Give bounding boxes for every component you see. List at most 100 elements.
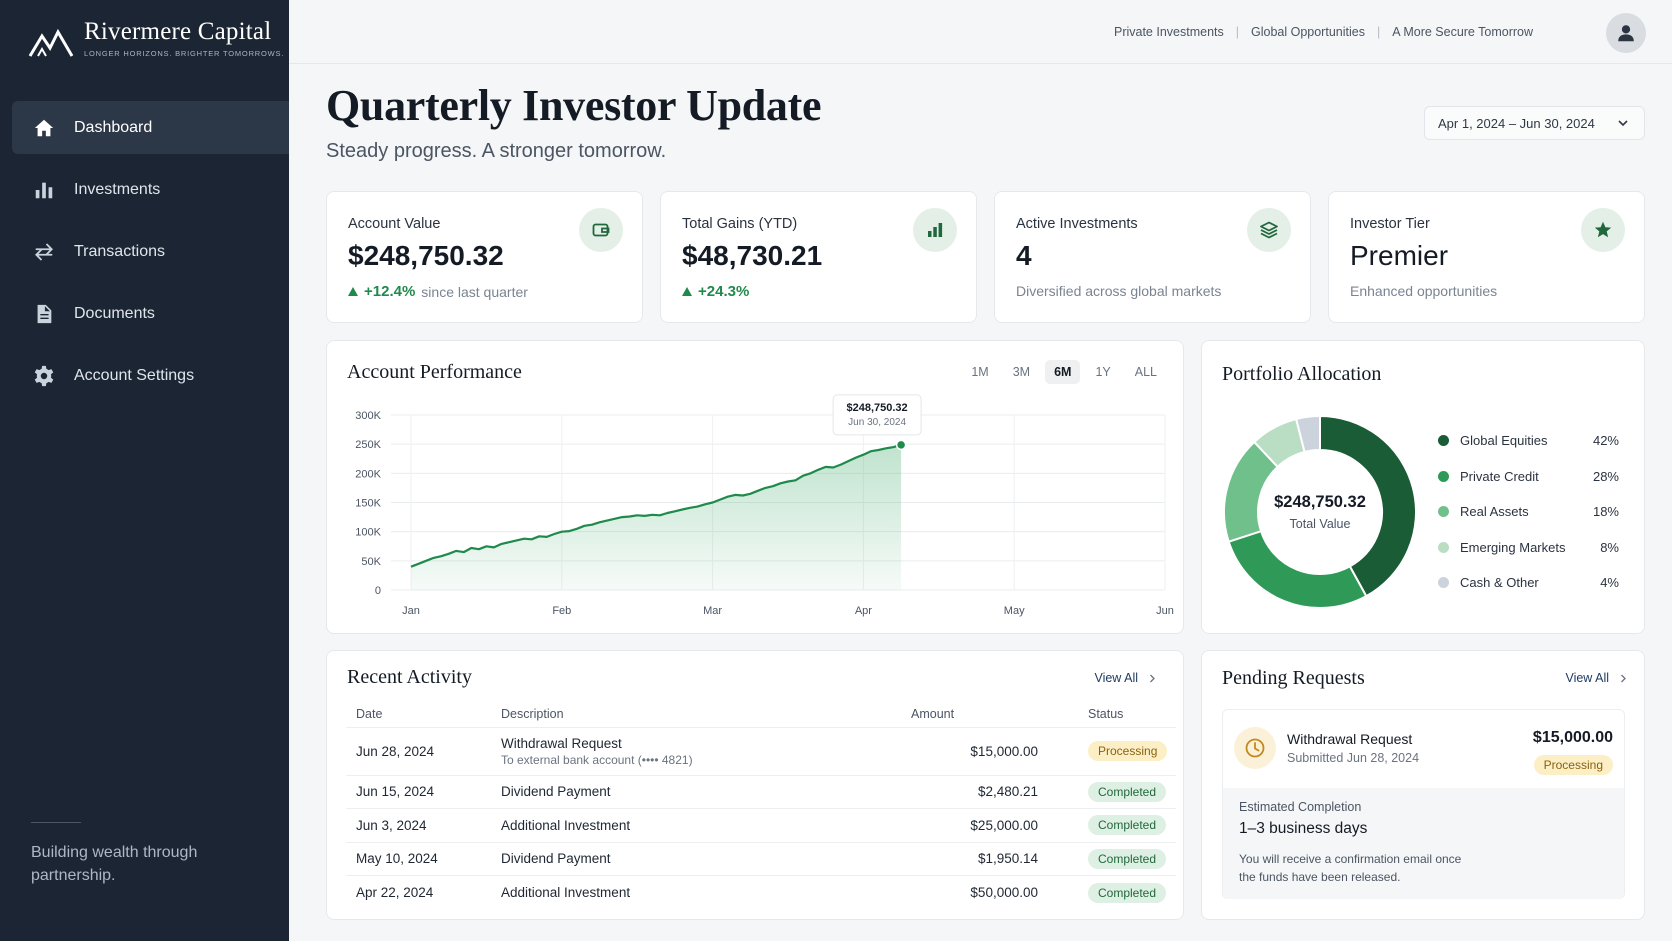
column-header: Amount xyxy=(911,701,1038,728)
kpi-note-text: since last quarter xyxy=(421,283,528,300)
row-date: Jun 3, 2024 xyxy=(346,808,501,843)
section-title: Pending Requests xyxy=(1222,667,1365,689)
allocation-card: Portfolio Allocation $248,750.32 Total V… xyxy=(1201,340,1645,634)
table-row[interactable]: Jun 28, 2024 Withdrawal Request To exter… xyxy=(346,727,1176,776)
y-tick-label: 300K xyxy=(355,410,381,422)
sidebar-item-transactions[interactable]: Transactions xyxy=(12,225,289,278)
page-title: Quarterly Investor Update xyxy=(326,81,822,130)
kpi-value: Premier xyxy=(1350,240,1449,271)
row-description-sub: To external bank account (•••• 4821) xyxy=(501,752,693,767)
y-tick-label: 50K xyxy=(361,556,381,568)
kpi-note: +24.3% xyxy=(682,283,749,300)
legend-dot xyxy=(1438,506,1449,518)
table-row[interactable]: Apr 22, 2024 Additional Investment $50,0… xyxy=(346,876,1176,910)
kpi-change: +12.4% xyxy=(348,283,415,300)
sidebar-nav: Dashboard Investments Transactions Docum… xyxy=(12,101,289,411)
donut-center-value: $248,750.32 xyxy=(1274,493,1366,511)
range-tab-all[interactable]: ALL xyxy=(1134,365,1157,379)
x-tick-label: Jun xyxy=(1156,605,1174,617)
sidebar-item-label: Investments xyxy=(74,180,161,198)
avatar[interactable] xyxy=(1606,13,1646,53)
row-description: Additional Investment xyxy=(501,885,631,900)
sidebar-item-label: Account Settings xyxy=(74,366,195,384)
legend-item: Emerging Markets 8% xyxy=(1438,530,1619,566)
kpi-label: Total Gains (YTD) xyxy=(682,216,798,232)
legend-value: 8% xyxy=(1600,539,1619,555)
table-header: Date Description Amount Status xyxy=(346,701,1176,728)
table-row[interactable]: May 10, 2024 Dividend Payment $1,950.14 … xyxy=(346,842,1176,876)
request-summary: Withdrawal Request Submitted Jun 28, 202… xyxy=(1223,710,1624,788)
date-range-select[interactable]: Apr 1, 2024 – Jun 30, 2024 xyxy=(1424,106,1645,140)
x-tick-label: Mar xyxy=(703,605,722,617)
mountain-logo-icon xyxy=(28,28,74,57)
chevron-right-icon xyxy=(1150,674,1155,682)
date-range-value: Apr 1, 2024 – Jun 30, 2024 xyxy=(1438,115,1595,131)
range-tab-1m[interactable]: 1M xyxy=(971,365,989,379)
legend-label: Cash & Other xyxy=(1460,575,1539,591)
layers-icon xyxy=(1247,208,1291,252)
legend-value: 28% xyxy=(1592,468,1619,484)
chevron-right-icon xyxy=(1621,674,1626,682)
section-title: Recent Activity xyxy=(347,666,472,688)
sidebar-item-documents[interactable]: Documents xyxy=(12,287,289,340)
row-date: Apr 22, 2024 xyxy=(356,885,434,900)
status-badge: Completed xyxy=(1088,781,1167,802)
kpi-note-text: Enhanced opportunities xyxy=(1350,283,1498,299)
legend-dot xyxy=(1438,470,1449,482)
request-status: Processing xyxy=(1533,755,1613,775)
legend-dot xyxy=(1438,541,1449,553)
top-links: Private Investments | Global Opportuniti… xyxy=(1114,25,1533,39)
sidebar-item-investments[interactable]: Investments xyxy=(12,163,289,216)
request-note: You will receive a confirmation email on… xyxy=(1239,852,1462,884)
y-tick-label: 0 xyxy=(375,585,381,597)
range-tab-1y[interactable]: 1Y xyxy=(1095,365,1111,379)
activity-card: Recent Activity View All Date Descriptio… xyxy=(326,650,1184,920)
sidebar-item-label: Dashboard xyxy=(74,118,153,136)
y-tick-label: 250K xyxy=(355,439,381,451)
request-details: Estimated Completion 1–3 business days Y… xyxy=(1223,788,1624,899)
view-all-pending-link[interactable]: View All xyxy=(1565,671,1628,685)
brand-tagline: LONGER HORIZONS. BRIGHTER TOMORROWS. xyxy=(84,49,285,58)
row-date: Jun 28, 2024 xyxy=(346,727,501,776)
performance-chart: 0 50K 100K 150K 200K 250K 300K Jan Feb Mar Apr May J… xyxy=(355,394,1174,617)
table-row[interactable]: Jun 3, 2024 Additional Investment $25,00… xyxy=(346,808,1176,843)
legend-value: 42% xyxy=(1592,433,1619,449)
range-tab-6m[interactable]: 6M xyxy=(1045,360,1081,384)
column-header: Date xyxy=(346,701,501,728)
top-link[interactable]: Private Investments xyxy=(1113,25,1224,39)
status-badge: Processing xyxy=(1533,755,1613,775)
kpi-value: 4 xyxy=(1016,240,1032,271)
sidebar-item-label: Documents xyxy=(74,304,155,322)
sidebar-item-account-settings[interactable]: Account Settings xyxy=(12,349,289,402)
row-description: Withdrawal Request To external bank acco… xyxy=(501,727,911,776)
row-status: Completed xyxy=(1038,876,1176,910)
top-link[interactable]: A More Secure Tomorrow xyxy=(1392,25,1533,39)
legend-dot xyxy=(1438,435,1449,447)
wallet-icon xyxy=(579,208,623,252)
separator: | xyxy=(1376,25,1381,39)
kpi-change: +24.3% xyxy=(682,283,749,300)
estimate-label: Estimated Completion xyxy=(1239,800,1362,814)
view-all-label: View All xyxy=(1094,671,1138,685)
legend-label: Real Assets xyxy=(1460,504,1529,520)
range-tab-3m[interactable]: 3M xyxy=(1012,365,1031,379)
brand[interactable]: Rivermere Capital LONGER HORIZONS. BRIGH… xyxy=(28,18,284,62)
kpi-value: $48,730.21 xyxy=(682,240,823,271)
sidebar-item-dashboard[interactable]: Dashboard xyxy=(12,101,289,154)
row-description: Additional Investment xyxy=(501,808,911,843)
table-row[interactable]: Jun 15, 2024 Dividend Payment $2,480.21 … xyxy=(346,775,1176,809)
allocation-donut xyxy=(1223,414,1417,609)
up-triangle-icon xyxy=(682,287,692,296)
tooltip-value: $248,750.32 xyxy=(847,402,908,414)
kpi-value: $248,750.32 xyxy=(348,240,504,271)
range-tabs: 1M 3M 6M 1Y ALL xyxy=(962,360,1166,384)
y-tick-label: 150K xyxy=(355,498,381,510)
up-triangle-icon xyxy=(348,287,358,296)
activity-table: Date Description Amount Status Jun 28, 2… xyxy=(346,701,1176,909)
pending-request-item[interactable]: Withdrawal Request Submitted Jun 28, 202… xyxy=(1222,709,1625,899)
chevron-down-icon xyxy=(1618,120,1628,127)
kpi-note: +12.4% since last quarter xyxy=(348,283,528,300)
allocation-legend: Global Equities 42% Private Credit 28% Real … xyxy=(1438,423,1619,601)
view-all-activity-link[interactable]: View All xyxy=(1094,671,1157,685)
top-link[interactable]: Global Opportunities xyxy=(1251,25,1365,39)
